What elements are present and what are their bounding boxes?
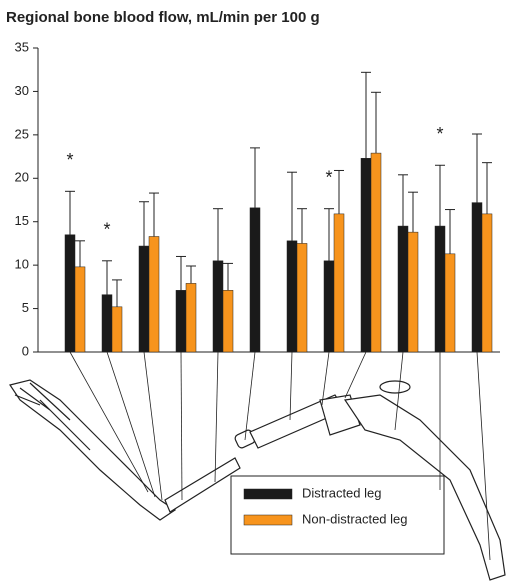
leg-illustration <box>9 379 506 581</box>
error-bar <box>435 164 445 227</box>
connector <box>244 351 256 441</box>
bar <box>185 283 197 353</box>
connector <box>106 351 156 498</box>
bar <box>471 202 483 353</box>
connector <box>476 351 491 561</box>
connector <box>344 351 367 399</box>
bar <box>222 290 234 353</box>
error-bar <box>176 255 186 291</box>
bar <box>397 225 409 353</box>
y-tick-label: 30 <box>15 83 29 98</box>
error-bar <box>112 279 122 307</box>
bar <box>111 306 123 353</box>
error-bar <box>297 208 307 244</box>
error-bar <box>398 174 408 227</box>
bar <box>323 260 335 353</box>
error-bar <box>65 190 75 235</box>
bar <box>101 294 113 353</box>
y-tick-label: 35 <box>15 39 29 54</box>
legend-swatch <box>243 488 293 500</box>
significance-marker: * <box>103 220 110 240</box>
bar <box>286 240 298 353</box>
bar <box>481 213 493 353</box>
bar <box>434 225 446 353</box>
error-bar <box>482 162 492 214</box>
bar <box>444 253 456 353</box>
error-bar <box>223 262 233 291</box>
bar <box>148 236 160 353</box>
connector <box>69 351 149 493</box>
connector <box>289 351 293 421</box>
bar <box>296 243 308 353</box>
connector <box>143 351 163 501</box>
bar <box>370 152 382 353</box>
error-bar <box>334 169 344 214</box>
bar <box>74 266 86 353</box>
significance-marker: * <box>436 124 443 144</box>
connector <box>214 351 219 483</box>
y-tick-label: 25 <box>15 126 29 141</box>
legend: Distracted leg Non-distracted leg <box>230 475 445 555</box>
error-bar <box>250 147 260 208</box>
bar <box>138 245 150 353</box>
error-bar <box>445 209 455 254</box>
error-bar <box>75 240 85 267</box>
error-bar <box>149 192 159 237</box>
error-bar <box>371 91 381 154</box>
error-bar <box>324 208 334 261</box>
legend-label: Non-distracted leg <box>302 511 408 526</box>
error-bar <box>472 133 482 203</box>
error-bar <box>213 208 223 261</box>
error-bar <box>186 265 196 284</box>
significance-marker: * <box>66 150 73 170</box>
error-bar <box>361 71 371 159</box>
legend-swatch <box>243 514 293 526</box>
y-tick-label: 20 <box>15 170 29 185</box>
bar <box>360 158 372 353</box>
y-tick-label: 0 <box>22 343 29 358</box>
bar <box>333 213 345 353</box>
error-bar <box>408 191 418 233</box>
error-bar <box>287 171 297 241</box>
chart-title: Regional bone blood flow, mL/min per 100… <box>6 9 320 26</box>
error-bar <box>102 260 112 295</box>
y-tick-label: 5 <box>22 300 29 315</box>
bar <box>64 234 76 353</box>
legend-label: Distracted leg <box>302 485 381 500</box>
bar <box>249 207 261 353</box>
y-tick-label: 10 <box>15 257 29 272</box>
significance-marker: * <box>325 167 332 187</box>
y-tick-label: 15 <box>15 213 29 228</box>
connector <box>394 351 404 431</box>
connector <box>321 351 330 406</box>
bar <box>175 290 187 353</box>
bar <box>407 231 419 353</box>
bar <box>212 260 224 353</box>
connector <box>180 351 183 501</box>
error-bar <box>139 201 149 247</box>
